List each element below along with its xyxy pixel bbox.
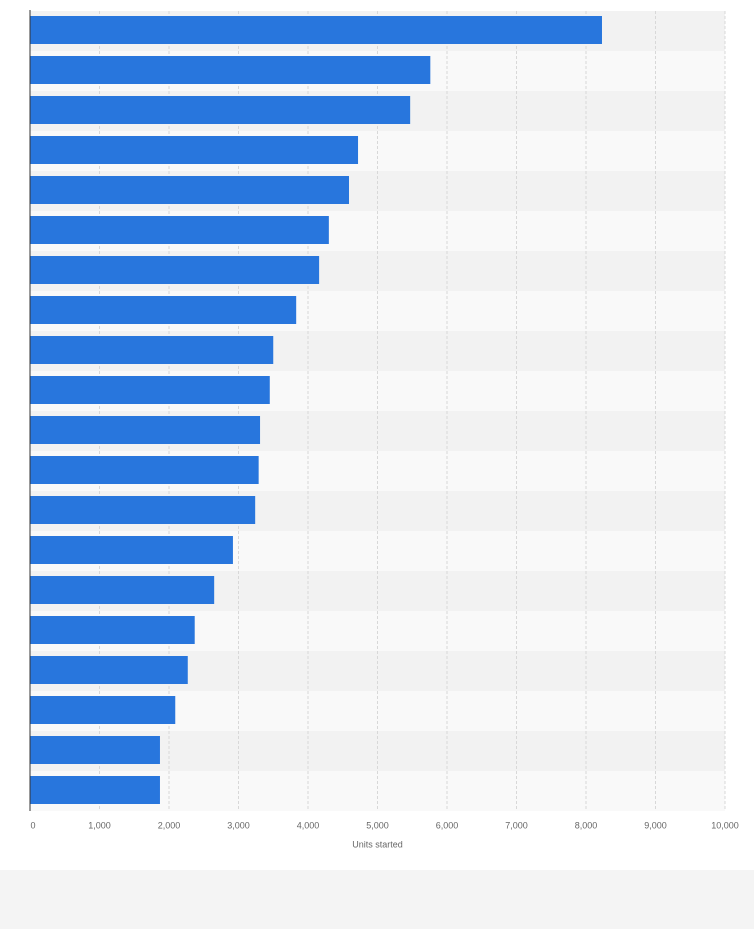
bar bbox=[30, 456, 259, 484]
bar bbox=[30, 536, 233, 564]
bar bbox=[30, 256, 320, 284]
bar bbox=[30, 416, 261, 444]
x-tick-label: 6,000 bbox=[436, 820, 459, 830]
bar bbox=[30, 576, 215, 604]
bar bbox=[30, 736, 160, 764]
x-tick-label: 10,000 bbox=[711, 820, 739, 830]
x-tick-label: 2,000 bbox=[158, 820, 181, 830]
x-tick-label: 8,000 bbox=[575, 820, 598, 830]
bar bbox=[30, 96, 411, 124]
bar bbox=[30, 696, 176, 724]
bar bbox=[30, 776, 160, 804]
bar bbox=[30, 656, 188, 684]
bar bbox=[30, 336, 274, 364]
bar bbox=[30, 176, 350, 204]
x-tick-label: 1,000 bbox=[88, 820, 111, 830]
bar bbox=[30, 496, 256, 524]
footer-band bbox=[0, 870, 754, 929]
x-tick-label: 9,000 bbox=[644, 820, 667, 830]
x-tick-label: 5,000 bbox=[366, 820, 389, 830]
bar bbox=[30, 616, 195, 644]
bar bbox=[30, 376, 270, 404]
bar bbox=[30, 136, 359, 164]
bar bbox=[30, 296, 297, 324]
x-axis-label: Units started bbox=[352, 839, 403, 849]
x-tick-label: 3,000 bbox=[227, 820, 250, 830]
bar bbox=[30, 216, 329, 244]
x-tick-label: 0 bbox=[30, 820, 35, 830]
bar bbox=[30, 56, 431, 84]
x-tick-label: 4,000 bbox=[297, 820, 320, 830]
bar bbox=[30, 16, 602, 44]
x-tick-label: 7,000 bbox=[505, 820, 528, 830]
